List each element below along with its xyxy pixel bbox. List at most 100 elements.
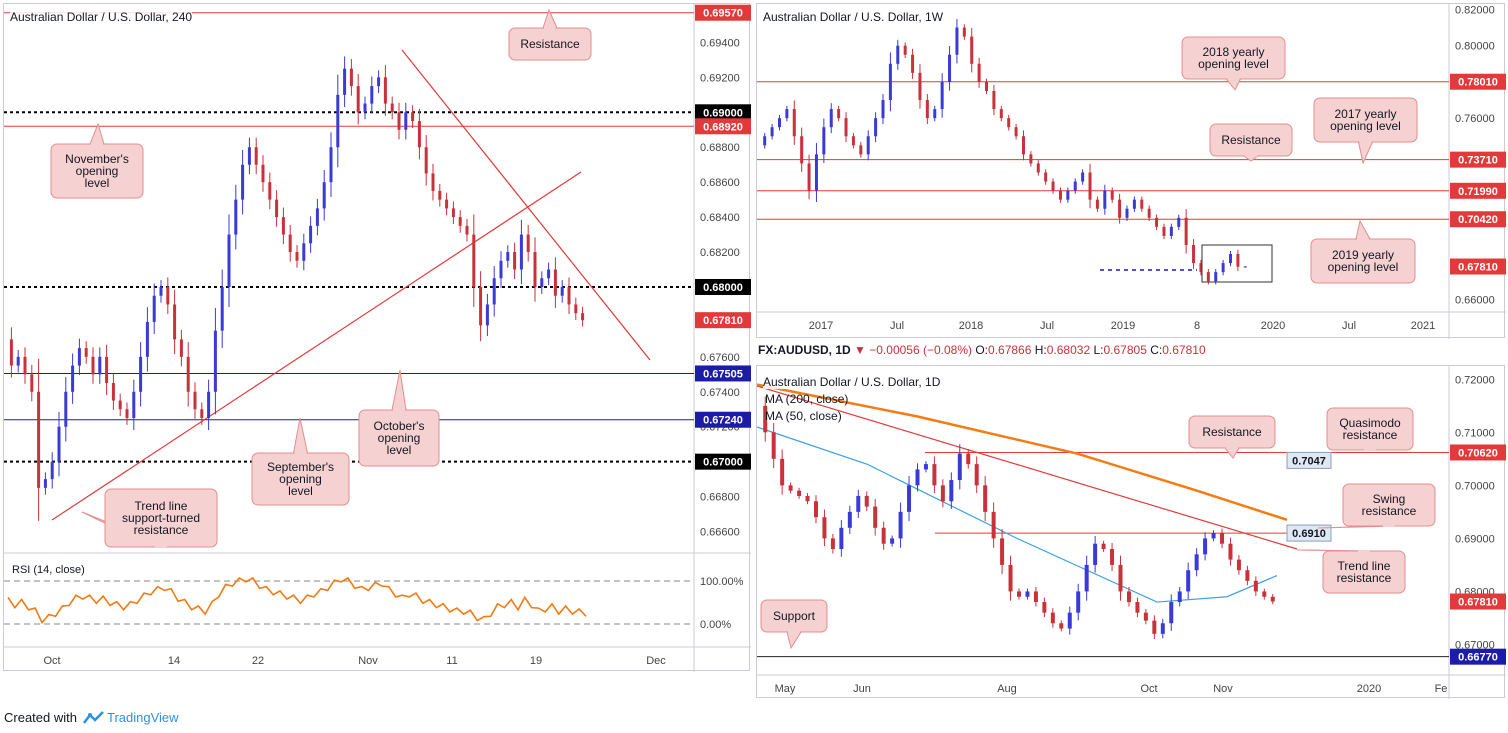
p240-candle [322, 182, 326, 209]
p240-candle [213, 330, 217, 392]
p240-candle [23, 356, 27, 375]
p1d-candle [1093, 543, 1098, 565]
chart-240-svg[interactable]: 0.69400 0.69200 0.68800 0.68600 0.68400 0.682… [4, 4, 751, 672]
trend-line-resistance [401, 49, 651, 361]
p1w-price-tag [1450, 182, 1506, 199]
p240-candle [43, 479, 47, 488]
p1d-candle [1245, 570, 1250, 581]
y-tick-label: 0.69000 [1455, 533, 1495, 545]
p1d-candle [881, 527, 886, 544]
p1w-candle [1147, 208, 1151, 218]
p1d-candle [1186, 570, 1191, 592]
p1d-candle [991, 511, 996, 539]
rsi-tick-label: 100.00% [700, 576, 744, 588]
p1d-candle [1253, 580, 1258, 592]
p240-candle [173, 304, 177, 340]
p240-candle [295, 252, 299, 261]
p1d-candle [1084, 564, 1089, 592]
p240-candle [329, 147, 333, 183]
y-tick-label: 0.67000 [1455, 639, 1495, 651]
p1d-candle [847, 511, 852, 528]
chart-1w-svg[interactable]: 0.82000 0.80000 0.76000 0.66000 2017 Jul 2018 J… [757, 4, 1506, 339]
chart-panel-240[interactable]: 0.69400 0.69200 0.68800 0.68600 0.68400 0.682… [3, 3, 751, 672]
p240-candle [152, 295, 156, 322]
y-tick-label: 0.82000 [1455, 4, 1495, 16]
ma200-line [757, 383, 1288, 522]
chart-1d-svg[interactable]: 0.720000.710000.700000.690000.680000.670… [757, 366, 1506, 699]
ohlc-o-label: O: [975, 343, 989, 357]
x-tick-label: 2017 [809, 320, 833, 332]
x-tick-label: Nov [1213, 683, 1233, 695]
p1d-candle [1177, 591, 1182, 603]
p1d-quasimodo-callout-text: Quasimodo [1339, 416, 1401, 430]
p240-candle [159, 286, 163, 296]
chart-panel-1w[interactable]: 0.82000 0.80000 0.76000 0.66000 2017 Jul 2018 J… [756, 3, 1506, 339]
p1w-candle [970, 36, 974, 64]
p1d-candle [940, 485, 945, 502]
ma50-line [757, 426, 1278, 603]
x-tick-label: 2021 [1411, 320, 1435, 332]
p1d-candle [1008, 564, 1013, 592]
p240-candle [64, 391, 68, 427]
p240-candle [91, 356, 95, 375]
p240-price-tag [695, 453, 751, 470]
p240-candle [451, 208, 455, 218]
p240-september-callout-text: opening [279, 472, 322, 486]
p1d-trendline-callout-text: Trend line [1338, 559, 1391, 573]
p1d-candle [771, 432, 776, 459]
tradingview-logo-icon[interactable] [82, 710, 105, 725]
p1w-candle [785, 109, 789, 119]
p1w-candle [851, 136, 855, 146]
p1d-swing-callout-text: Swing [1373, 492, 1406, 506]
x-tick-label: Oct [43, 655, 60, 667]
p1w-candle [1229, 254, 1233, 264]
p1d-candle [1033, 591, 1038, 603]
p240-candle [506, 252, 510, 261]
p240-candle [492, 278, 496, 305]
x-tick-label: 2018 [959, 320, 983, 332]
p1d-candle [1220, 533, 1225, 544]
y-tick-label: 0.66000 [1455, 294, 1495, 306]
p1w-candle [1066, 190, 1070, 200]
p240-candle [309, 225, 313, 244]
p1d-candle [1101, 543, 1106, 549]
p1d-candle [1228, 543, 1233, 560]
p1w-candle [1236, 254, 1240, 267]
p1d-quasimodo-price-tag [1286, 451, 1332, 469]
tradingview-brand[interactable]: TradingView [106, 710, 179, 725]
chart-1d-title: Australian Dollar / U.S. Dollar, 1D [763, 375, 941, 389]
p1w-2019-callout-text: opening level [1328, 260, 1399, 274]
p1w-candle [866, 136, 870, 155]
p1w-price-tag-label: 0.70420 [1458, 214, 1498, 226]
p240-candle [553, 269, 557, 296]
p1d-price-tag-label: 0.66770 [1458, 652, 1498, 664]
ohlc-h-label: H: [1034, 343, 1047, 357]
y-tick-label: 0.69400 [700, 37, 740, 49]
y-tick-label: 0.68800 [700, 142, 740, 154]
p240-candle [84, 348, 88, 357]
p240-candle [485, 304, 489, 326]
x-tick-label: 22 [252, 655, 264, 667]
p1d-candle [864, 495, 869, 507]
x-tick-label: Jul [1040, 320, 1054, 332]
p1w-candle [955, 27, 959, 55]
p1d-candle [1042, 602, 1047, 613]
p1w-price-tag-label: 0.71990 [1458, 186, 1498, 198]
y-tick-label: 0.76000 [1455, 113, 1495, 125]
y-tick-label: 0.68400 [700, 212, 740, 224]
x-tick-label: 11 [446, 655, 457, 667]
p1w-candle [962, 27, 966, 37]
p1w-candle [1243, 266, 1247, 268]
x-tick-label: Dec [646, 655, 666, 667]
p1d-candle [932, 464, 937, 486]
p1w-candle [1021, 136, 1025, 155]
p240-candle [472, 234, 476, 287]
p240-candle [145, 321, 149, 357]
chart-panel-1d[interactable]: 0.72000 0.71000 0.70000 0.69000 0.68000 0.670… [756, 365, 1506, 699]
p240-price-tag-label: 0.69000 [703, 107, 743, 119]
y-tick-label: 0.68600 [700, 177, 740, 189]
p240-price-tag-label: 0.67000 [703, 457, 743, 469]
ohlc-l: 0.67805 [1103, 343, 1147, 357]
p240-october-callout-pointer [391, 369, 407, 411]
p1w-resistance-callout-text: Resistance [1221, 133, 1281, 147]
